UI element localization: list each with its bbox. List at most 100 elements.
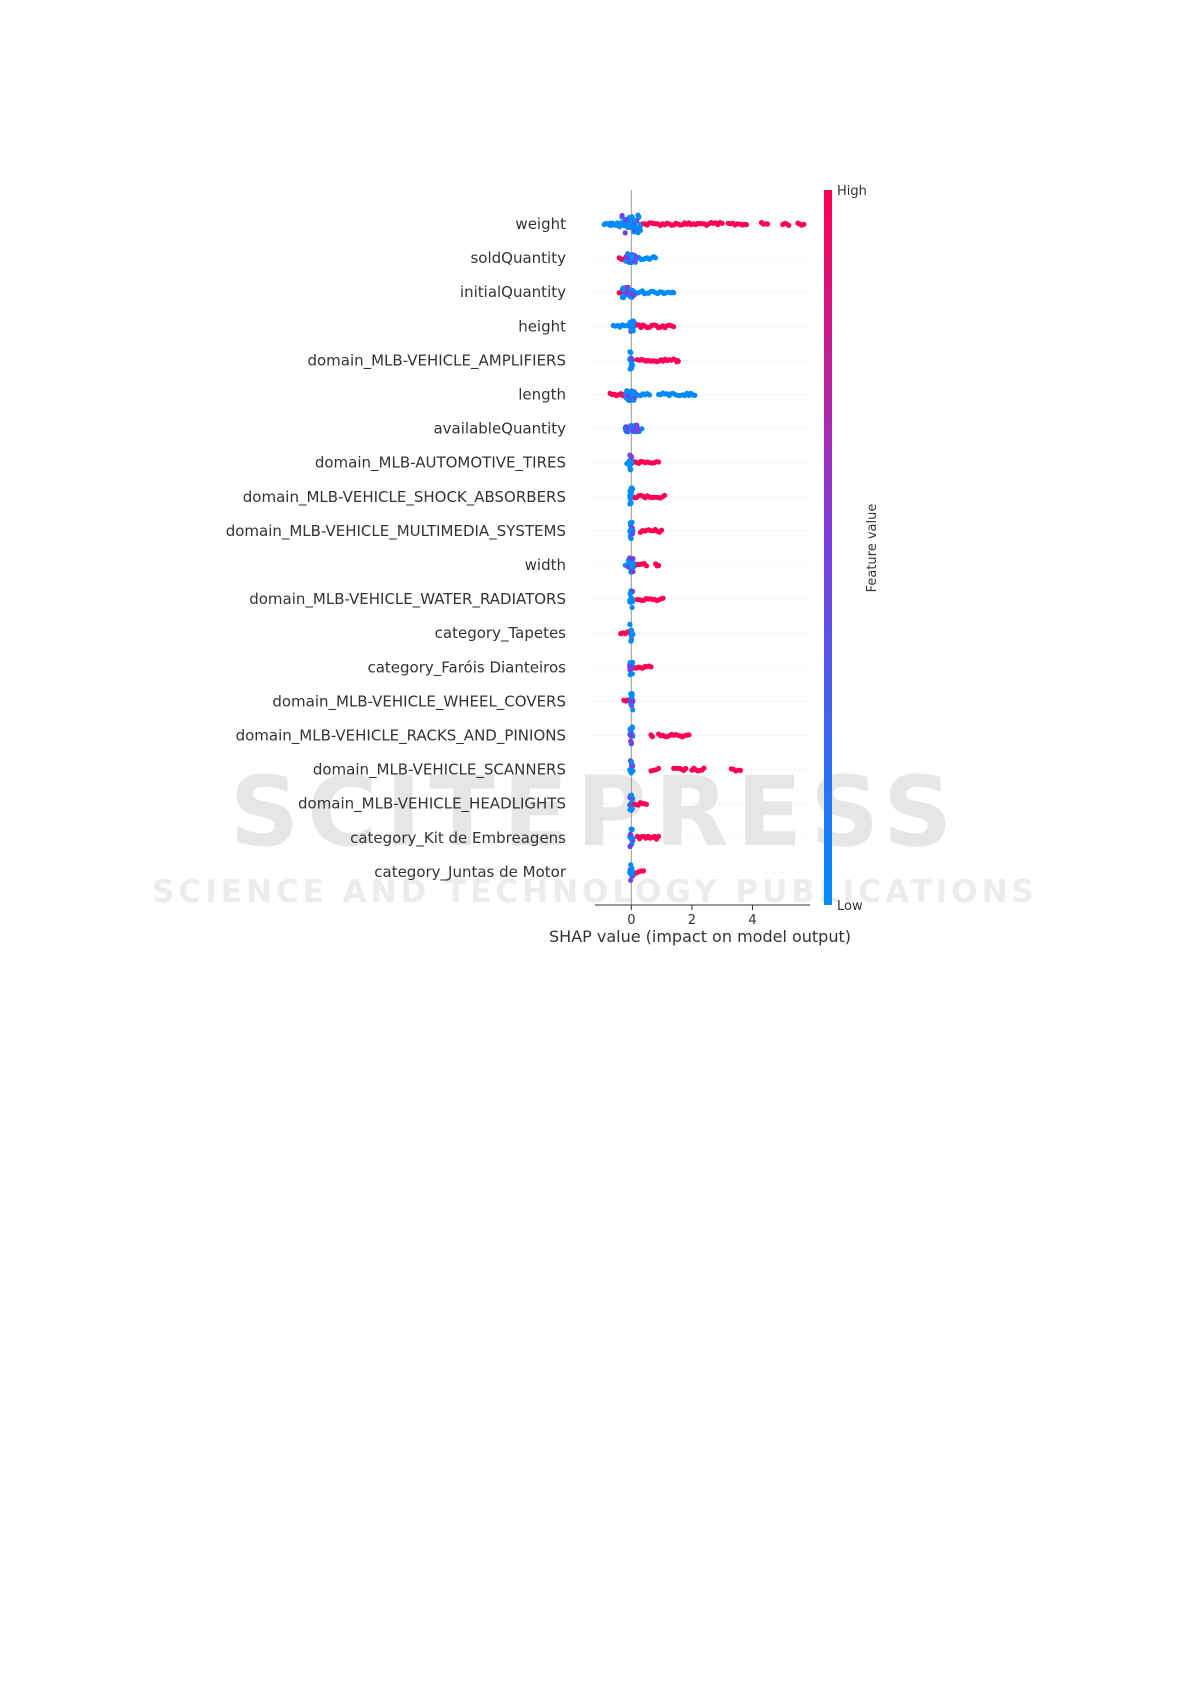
data-point (719, 220, 725, 226)
data-point (630, 318, 636, 324)
data-point (624, 424, 630, 430)
feature-label: domain_MLB-VEHICLE_SCANNERS (313, 761, 566, 780)
data-point (628, 759, 634, 765)
data-point (631, 217, 637, 223)
data-point (627, 843, 633, 850)
data-point (623, 217, 629, 223)
feature-label: availableQuantity (433, 420, 566, 438)
data-point (656, 562, 662, 569)
feature-label: width (525, 556, 566, 574)
data-point (627, 461, 633, 467)
feature-label: domain_MLB-VEHICLE_WHEEL_COVERS (272, 692, 566, 711)
data-point (627, 527, 634, 533)
data-point (786, 222, 792, 228)
data-point (619, 212, 625, 219)
data-point (627, 591, 633, 597)
data-point (626, 559, 632, 565)
data-point (629, 604, 635, 611)
data-point (636, 214, 642, 220)
data-point (675, 358, 681, 364)
data-point (629, 692, 635, 699)
feature-label: weight (515, 215, 566, 233)
colorbar-high-label: High (837, 184, 867, 199)
data-point (628, 871, 634, 877)
data-point (653, 255, 659, 261)
data-point (625, 397, 632, 403)
data-point (629, 631, 635, 638)
data-point (628, 792, 635, 798)
data-point (637, 225, 643, 231)
feature-label: domain_MLB-VEHICLE_HEADLIGHTS (298, 795, 566, 814)
data-point (619, 220, 625, 226)
data-point (686, 732, 692, 738)
data-point (683, 765, 689, 772)
feature-label: domain_MLB-AUTOMOTIVE_TIRES (315, 454, 566, 473)
data-point (625, 284, 631, 290)
feature-label: domain_MLB-VEHICLE_SHOCK_ABSORBERS (243, 488, 566, 507)
data-point (630, 427, 636, 433)
data-point (628, 699, 635, 705)
data-point (631, 397, 637, 403)
data-point (627, 599, 633, 605)
data-point (627, 663, 633, 669)
data-point (623, 254, 630, 260)
data-point (637, 221, 643, 227)
data-point (632, 225, 639, 231)
data-point (629, 519, 635, 525)
data-point (656, 459, 662, 465)
data-point (628, 492, 634, 498)
data-point (628, 291, 634, 297)
data-point (629, 671, 636, 677)
data-point (620, 293, 626, 299)
colorbar (824, 190, 832, 905)
data-point (635, 230, 641, 236)
x-tick-label: 4 (748, 913, 756, 928)
data-point (659, 527, 665, 533)
data-point (628, 862, 634, 868)
data-point (630, 486, 636, 492)
data-point (630, 707, 636, 713)
feature-label: category_Faróis Dianteiros (367, 658, 566, 677)
data-point (627, 807, 633, 813)
data-point (622, 230, 628, 236)
data-point (629, 826, 635, 833)
data-point (629, 356, 635, 362)
data-point (701, 765, 707, 771)
data-point (628, 867, 634, 873)
data-point (629, 724, 635, 730)
data-point (640, 868, 647, 874)
feature-label: domain_MLB-VEHICLE_WATER_RADIATORS (249, 590, 566, 609)
data-point (630, 328, 636, 334)
data-point (643, 563, 650, 569)
feature-label: domain_MLB-VEHICLE_MULTIMEDIA_SYSTEMS (226, 522, 566, 541)
data-point (634, 422, 640, 428)
data-point (692, 392, 698, 398)
data-points (601, 212, 807, 883)
data-point (628, 877, 634, 883)
feature-label: soldQuantity (470, 249, 566, 267)
data-point (643, 801, 650, 807)
data-point (629, 362, 636, 368)
colorbar-title: Feature value (865, 504, 880, 593)
data-point (649, 734, 656, 740)
data-point (627, 452, 633, 458)
feature-labels: weight soldQuantity initialQuantity height d… (226, 215, 567, 882)
data-point (625, 393, 631, 399)
data-point (765, 221, 771, 227)
feature-label: length (518, 386, 566, 404)
data-point (624, 223, 630, 229)
x-tick-label: 2 (688, 913, 696, 928)
data-point (743, 222, 750, 228)
data-point (627, 621, 633, 628)
data-point (737, 767, 744, 774)
data-point (629, 767, 635, 773)
x-axis-label: SHAP value (impact on model output) (549, 927, 851, 946)
data-point (628, 738, 634, 744)
feature-label: domain_MLB-VEHICLE_RACKS_AND_PINIONS (236, 727, 566, 746)
data-point (660, 595, 666, 601)
data-point (628, 564, 635, 570)
data-point (627, 467, 633, 473)
feature-label: category_Kit de Embreagens (350, 829, 566, 848)
data-point (628, 350, 634, 356)
feature-label: height (518, 317, 566, 335)
